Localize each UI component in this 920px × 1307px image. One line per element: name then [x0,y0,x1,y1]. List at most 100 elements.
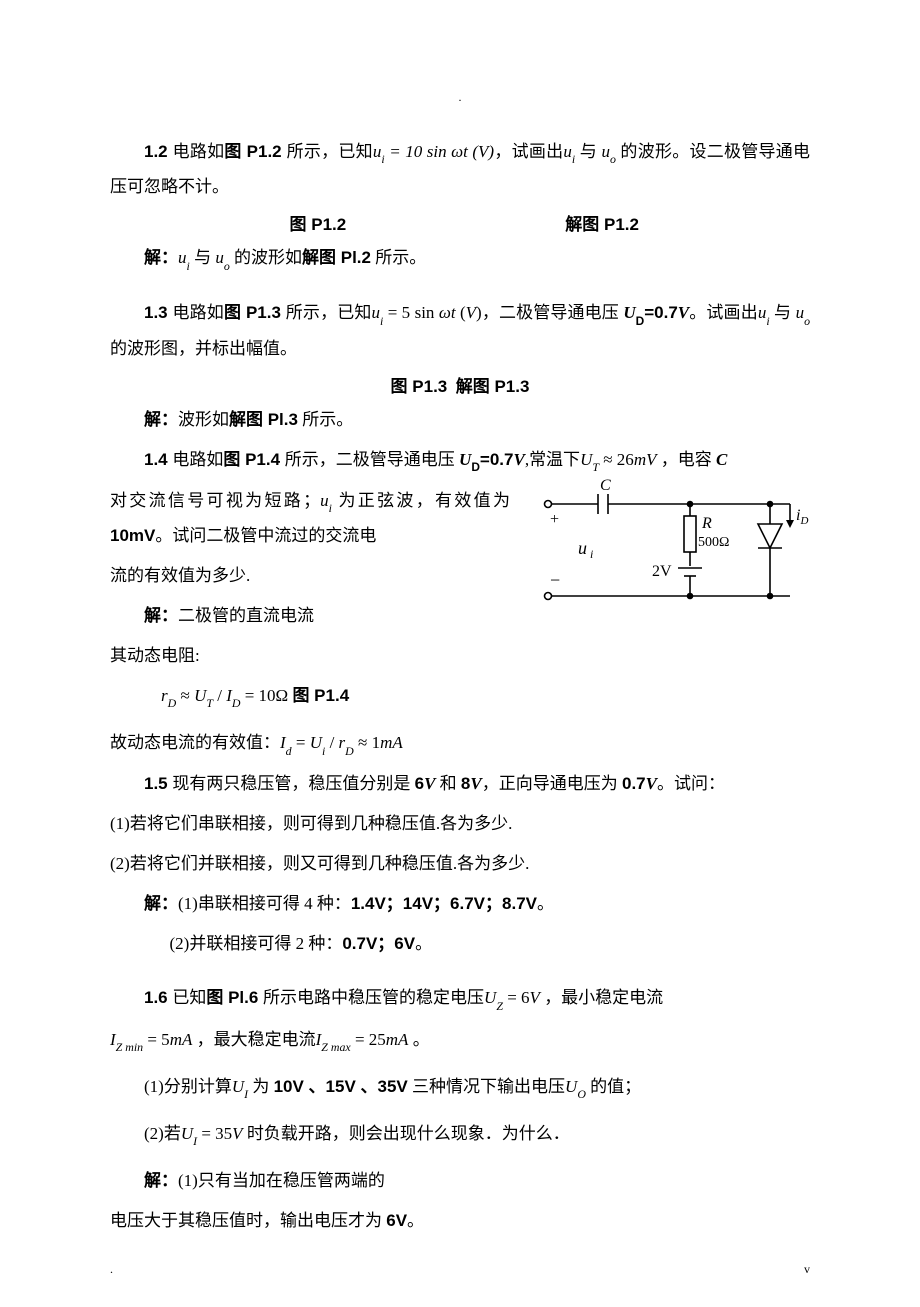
header-dot: . [110,90,810,105]
equation: ui = 10 sin ωt (V) [373,142,494,161]
eq-rd: rD ≈ UT / ID = 10Ω 图 P1.4 [110,679,810,714]
ud-sub: D [636,314,645,328]
answer-1-4-b: 其动态电阻: [110,639,810,673]
page: . 1.2 电路如图 P1.2 所示，已知ui = 10 sin ωt (V)，… [0,0,920,1307]
text: 。 [407,1211,424,1230]
ud-unit: V [678,303,689,322]
text: 。 [408,1030,429,1049]
ud-label: U [623,303,635,322]
var: uo [215,248,229,267]
figref: 图 Pl.6 [206,988,263,1007]
unit: V [424,774,435,793]
problem-1-2: 1.2 电路如图 P1.2 所示，已知ui = 10 sin ωt (V)，试画… [110,135,810,204]
answer-1-2: 解：ui 与 uo 的波形如解图 Pl.2 所示。 [110,241,810,276]
answer-1-5-1: 解：(1)串联相接可得 4 种：1.4V；14V；6.7V；8.7V。 [110,887,810,921]
text: 所示。 [371,248,426,267]
fig-label-left: 图 P1.3 [391,377,448,396]
text: 与 [190,248,216,267]
figref: 图 P1.3 [224,303,286,322]
text: 电路如 [173,142,225,161]
fig-label-right: 解图 P1.2 [462,210,742,235]
fig-label-left: 图 P1.2 [178,210,458,235]
lead-1-4: 1.4 [144,450,172,469]
text: 故动态电流的有效值： [110,733,280,752]
circuit-diagram: C R 500Ω 2V [530,476,820,616]
text: 为正弦波，有效值为 [332,491,510,510]
unit: V [470,774,481,793]
eq: IZ max = 25mA [316,1030,409,1049]
text: 所示电路中稳压管的稳定电压 [263,988,484,1007]
text: 。 [415,934,432,953]
ud-val: =0.7 [644,303,678,322]
text: 波形如 [178,410,229,429]
ans-lead: 解： [144,606,178,625]
fig-label-right: 解图 P1.3 [456,377,530,396]
problem-1-4-block: 对交流信号可视为短路；ui 为正弦波，有效值为 10mV。试问二极管中流过的交流… [110,484,810,673]
text: (1)串联相接可得 4 种： [178,894,351,913]
var: UO [565,1077,586,1096]
ud-val: =0.7 [480,450,514,469]
val: 10mV [110,526,155,545]
val: 6 [415,774,424,793]
text: 所示。 [298,410,353,429]
problem-1-5-q2: (2)若将它们并联相接，则又可得到几种稳压值.各为多少. [110,847,810,881]
text: 所示，已知 [287,142,373,161]
val: 6V [386,1211,407,1230]
text: 电路如 [172,450,223,469]
var: uo [796,303,810,322]
text: 所示，二极管导通电压 [285,450,459,469]
problem-1-6-line2: IZ min = 5mA ，最大稳定电流IZ max = 25mA 。 [110,1023,810,1058]
vals: 10V 、15V 、35V [274,1077,408,1096]
ans-lead: 解： [144,894,178,913]
text: 所示，已知 [286,303,372,322]
ans-figref: 解图 Pl.3 [229,410,298,429]
var: ui [758,303,770,322]
answer-1-6-a: 解：(1)只有当加在稳压管两端的 [110,1164,810,1198]
ans-figref: 解图 Pl.2 [302,248,371,267]
text: ，二极管导通电压 [482,303,624,322]
text: 电路如 [173,303,224,322]
ut-eq: UT ≈ 26mV [580,450,656,469]
text: 。试问： [657,774,725,793]
text: 。 [537,894,554,913]
text: 三种情况下输出电压 [408,1077,565,1096]
problem-1-5-q1: (1)若将它们串联相接，则可得到几种稳压值.各为多少. [110,807,810,841]
text: 对交流信号可视为短路； [110,491,320,510]
text: 的值； [586,1077,641,1096]
text: ，最大稳定电流 [192,1030,315,1049]
lead-1-6: 1.6 [144,988,172,1007]
minus-label: − [550,570,560,590]
answer-1-5-2: (2)并联相接可得 2 种：0.7V；6V。 [110,927,810,961]
fig-label: 图 P1.4 [292,686,349,705]
vals: 0.7V；6V [342,934,415,953]
answer-1-6-b: 电压大于其稳压值时，输出电压才为 6V。 [110,1204,810,1238]
equation: Id = Ui / rD ≈ 1mA [280,733,403,752]
text: 。试问二极管中流过的交流电 [155,526,376,545]
eq: UZ = 6V [484,988,540,1007]
problem-1-4-line1: 1.4 电路如图 P1.4 所示，二极管导通电压 UD=0.7V,常温下UT ≈… [110,443,810,478]
text: (1)只有当加在稳压管两端的 [178,1171,385,1190]
problem-1-3: 1.3 电路如图 P1.3 所示，已知ui = 5 sin ωt (V)，二极管… [110,296,810,365]
footer-left: . [110,1262,113,1277]
id-label: iD [796,507,808,527]
figure-line-1-3: 图 P1.3 解图 P1.3 [110,372,810,397]
text: 已知 [172,988,206,1007]
var: UI [232,1077,248,1096]
text: 时负载开路，则会出现什么现象．为什么． [243,1124,570,1143]
ud-label: U [459,450,471,469]
text: 与 [575,142,601,161]
cap-c: C [716,450,727,469]
text: 电压大于其稳压值时，输出电压才为 [110,1211,386,1230]
var-uo: uo [601,142,615,161]
ans-lead: 解： [144,410,178,429]
text: ，最小稳定电流 [540,988,663,1007]
text: (2)若 [144,1124,181,1143]
text: ，试画出 [494,142,563,161]
val: 8 [461,774,470,793]
ui-label: u i [578,538,593,561]
lead-1-5: 1.5 [144,774,172,793]
var-ui: ui [563,142,575,161]
ans-lead: 解： [144,1171,178,1190]
footer: . v [110,1262,810,1277]
eq: UI = 35V [181,1124,243,1143]
